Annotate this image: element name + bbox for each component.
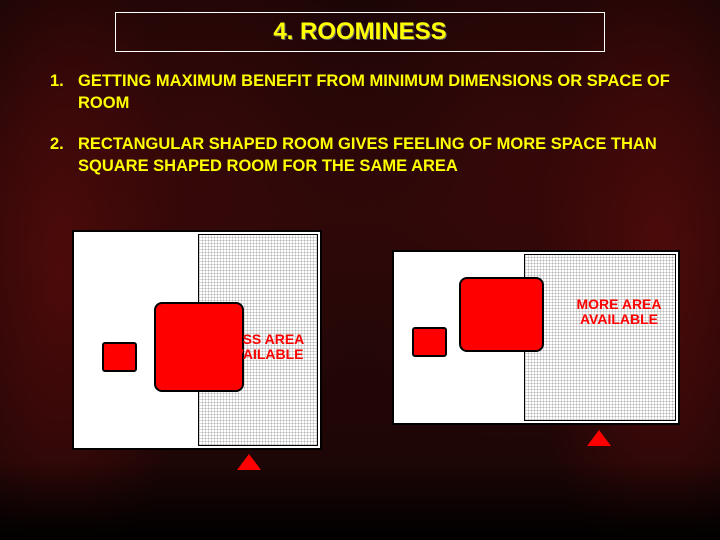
- bullet-text: RECTANGULAR SHAPED ROOM GIVES FEELING OF…: [78, 133, 690, 178]
- up-arrow-icon: [587, 430, 611, 446]
- bullet-text: GETTING MAXIMUM BENEFIT FROM MINIMUM DIM…: [78, 70, 690, 115]
- bullet-list: 1. GETTING MAXIMUM BENEFIT FROM MINIMUM …: [50, 70, 690, 195]
- bullet-number: 1.: [50, 70, 78, 115]
- title-box: 4. ROOMINESS: [115, 12, 605, 52]
- bullet-number: 2.: [50, 133, 78, 178]
- up-arrow-icon: [237, 454, 261, 470]
- door-swing-region: [524, 254, 676, 421]
- small-furniture: [412, 327, 447, 357]
- square-room: LESS AREA AVAILABLE: [72, 230, 322, 450]
- list-item: 2. RECTANGULAR SHAPED ROOM GIVES FEELING…: [50, 133, 690, 178]
- list-item: 1. GETTING MAXIMUM BENEFIT FROM MINIMUM …: [50, 70, 690, 115]
- rectangular-room: MORE AREA AVAILABLE: [392, 250, 680, 425]
- more-area-label: MORE AREA AVAILABLE: [564, 297, 674, 328]
- diagram-area: LESS AREA AVAILABLE MORE AREA AVAILABLE: [72, 230, 680, 500]
- less-area-label: LESS AREA AVAILABLE: [212, 332, 317, 363]
- furniture-block: [459, 277, 544, 352]
- slide-title: 4. ROOMINESS: [273, 18, 446, 46]
- small-furniture: [102, 342, 137, 372]
- slide-content: 4. ROOMINESS 1. GETTING MAXIMUM BENEFIT …: [0, 0, 720, 540]
